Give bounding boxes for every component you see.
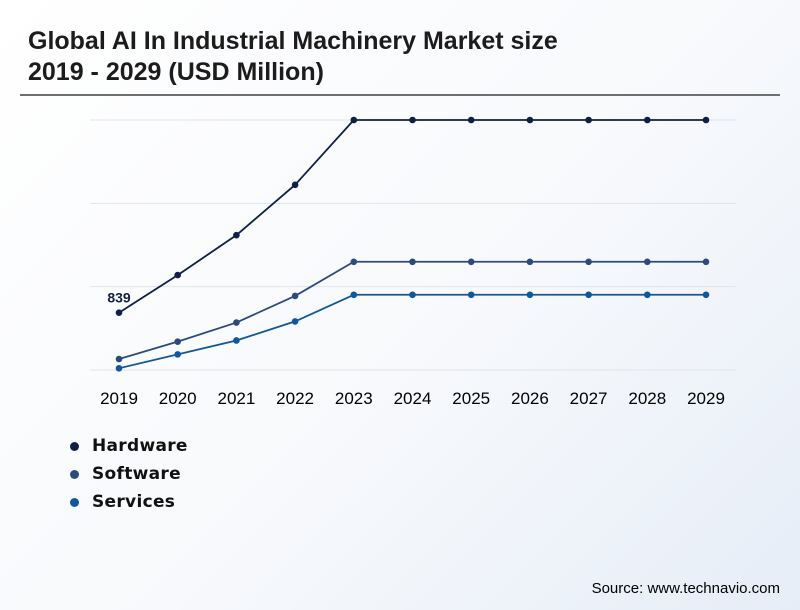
data-point bbox=[291, 181, 299, 189]
data-point bbox=[467, 291, 475, 299]
data-point bbox=[526, 291, 534, 299]
data-point bbox=[585, 291, 592, 299]
legend: Hardware Software Services bbox=[70, 432, 188, 516]
x-tick-label: 2025 bbox=[452, 389, 490, 408]
data-point bbox=[702, 291, 710, 299]
x-tick-label: 2023 bbox=[335, 389, 373, 408]
data-point bbox=[291, 318, 299, 325]
series-line-software bbox=[118, 260, 706, 360]
x-tick-label: 2026 bbox=[511, 389, 549, 408]
data-point bbox=[233, 231, 240, 239]
chart-title-line-2: 2019 - 2029 (USD Million) bbox=[28, 58, 324, 86]
legend-marker-services bbox=[70, 497, 79, 507]
legend-item-hardware: Hardware bbox=[70, 432, 188, 460]
data-point bbox=[291, 292, 299, 300]
data-point bbox=[409, 116, 416, 124]
data-point bbox=[409, 258, 416, 266]
data-point bbox=[702, 116, 710, 124]
legend-label-services: Services bbox=[92, 492, 176, 512]
x-tick-label: 2022 bbox=[276, 389, 314, 408]
data-point bbox=[467, 116, 475, 124]
x-tick-label: 2020 bbox=[159, 389, 197, 408]
data-point bbox=[174, 338, 181, 345]
chart-title-line-1: Global AI In Industrial Machinery Market… bbox=[28, 27, 558, 55]
data-point bbox=[233, 319, 240, 326]
data-point bbox=[174, 351, 181, 358]
data-point bbox=[467, 258, 475, 266]
data-point bbox=[115, 364, 123, 372]
data-point bbox=[644, 291, 651, 299]
data-point bbox=[233, 337, 240, 344]
data-point bbox=[115, 355, 123, 363]
data-point bbox=[526, 116, 534, 124]
data-point bbox=[585, 116, 592, 124]
x-tick-label: 2027 bbox=[570, 389, 608, 408]
x-tick-label: 2029 bbox=[687, 389, 725, 408]
legend-marker-hardware bbox=[70, 441, 79, 451]
legend-label-hardware: Hardware bbox=[92, 436, 188, 456]
data-point bbox=[644, 116, 651, 124]
data-point bbox=[350, 258, 358, 266]
data-point bbox=[115, 309, 123, 317]
x-tick-label: 2028 bbox=[628, 389, 666, 408]
chart-title: Global AI In Industrial Machinery Market… bbox=[28, 26, 768, 88]
data-point bbox=[409, 291, 416, 299]
data-point bbox=[585, 258, 592, 266]
legend-item-software: Software bbox=[70, 460, 188, 488]
legend-label-software: Software bbox=[92, 464, 181, 484]
legend-item-services: Services bbox=[70, 488, 188, 516]
data-point bbox=[644, 258, 651, 266]
x-tick-label: 2019 bbox=[100, 389, 138, 408]
data-point bbox=[350, 291, 358, 299]
x-tick-label: 2024 bbox=[394, 389, 432, 408]
data-point bbox=[350, 116, 358, 124]
data-point bbox=[702, 258, 710, 266]
series-line-hardware bbox=[118, 119, 706, 314]
data-point bbox=[174, 271, 181, 279]
data-point bbox=[526, 258, 534, 266]
legend-marker-software bbox=[70, 469, 79, 479]
source-note: Source: www.technavio.com bbox=[591, 580, 780, 597]
title-divider bbox=[20, 94, 780, 96]
data-label: 839 bbox=[107, 290, 131, 306]
x-tick-label: 2021 bbox=[217, 389, 255, 408]
